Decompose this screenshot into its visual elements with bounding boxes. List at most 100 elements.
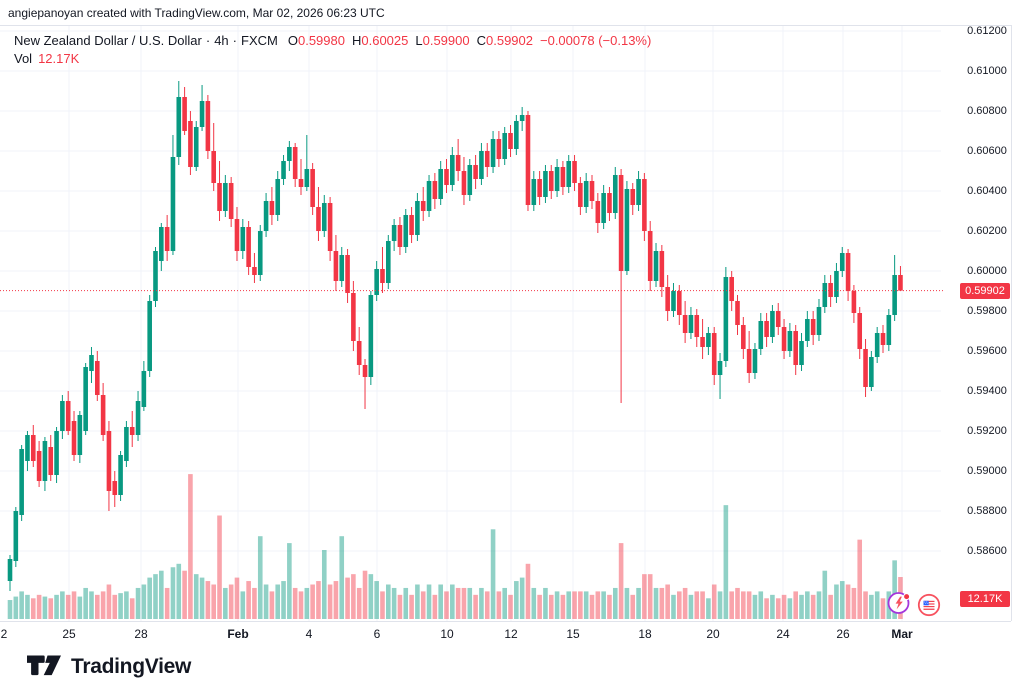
economic-event-lightning-icon[interactable] xyxy=(887,591,911,615)
volume-bar xyxy=(193,574,199,619)
volume-bar xyxy=(805,591,810,619)
volume-bar xyxy=(188,474,193,619)
candle-body xyxy=(269,201,275,215)
price-tick-label: 0.59000 xyxy=(967,465,1007,477)
open-label: O xyxy=(287,33,298,48)
exchange-label: FXCM xyxy=(241,33,278,48)
time-axis[interactable]: 2 25 28 Feb 4 6 10 12 15 18 20 24 26 Mar xyxy=(0,621,1011,648)
volume-bar xyxy=(36,594,42,619)
symbol-title: New Zealand Dollar / U.S. Dollar xyxy=(14,33,202,48)
candle-body xyxy=(397,225,403,247)
candle-body xyxy=(129,427,135,435)
candle-body xyxy=(420,201,426,211)
candle-body xyxy=(618,175,624,271)
volume-bar xyxy=(240,591,246,619)
tradingview-logo[interactable]: TradingView xyxy=(27,654,191,679)
candle-body xyxy=(566,161,572,187)
legend-symbol-row: New Zealand Dollar / U.S. Dollar · 4h · FXCM… xyxy=(14,33,651,49)
volume-bar xyxy=(368,574,374,619)
current-price-badge: 0.59902 xyxy=(960,282,1010,299)
volume-bar xyxy=(42,596,48,619)
volume-bar xyxy=(345,577,350,619)
volume-bar xyxy=(135,587,141,619)
volume-bar xyxy=(275,584,281,619)
volume-bar xyxy=(403,587,409,619)
volume-bar xyxy=(415,584,420,619)
candle-body xyxy=(7,559,13,581)
volume-bar xyxy=(519,577,525,619)
volume-bar xyxy=(339,536,345,619)
low-label: L xyxy=(415,33,423,48)
candle-body xyxy=(764,321,769,337)
volume-bar xyxy=(147,577,152,619)
brand-name: TradingView xyxy=(71,654,192,678)
candle-body xyxy=(578,183,583,207)
candle-body xyxy=(828,283,833,297)
candle-body xyxy=(548,171,554,191)
volume-bar xyxy=(659,587,665,619)
change-value: −0.00078 (−0.13%) xyxy=(540,33,652,48)
candle-body xyxy=(170,157,176,251)
volume-bar xyxy=(636,587,641,619)
candle-body xyxy=(124,427,129,461)
candle-body xyxy=(647,231,653,281)
candle-body xyxy=(199,101,205,127)
candle-body xyxy=(30,435,36,461)
price-tick-label: 0.61200 xyxy=(967,25,1007,37)
volume-bar xyxy=(892,560,897,619)
candlestick-plot[interactable] xyxy=(0,26,944,621)
close-label: C xyxy=(476,33,486,48)
candle-body xyxy=(746,349,752,373)
candle-body xyxy=(711,333,717,375)
candle-body xyxy=(100,395,106,435)
candle-body xyxy=(752,349,758,373)
candle-body xyxy=(228,183,234,219)
volume-bar xyxy=(531,587,537,619)
candle-body xyxy=(188,121,193,167)
candle-body xyxy=(281,161,286,179)
volume-bar xyxy=(252,587,257,619)
candle-body xyxy=(83,367,88,431)
volume-bar xyxy=(496,591,502,619)
volume-bar xyxy=(612,587,618,619)
time-tick-label: 28 xyxy=(134,627,148,641)
candle-body xyxy=(583,181,589,207)
volume-bar xyxy=(199,577,205,619)
volume-bar xyxy=(723,505,729,619)
candle-body xyxy=(36,451,42,481)
volume-bar xyxy=(333,581,339,619)
volume-bar xyxy=(601,591,606,619)
volume-bar xyxy=(793,591,798,619)
candle-body xyxy=(60,401,65,431)
candle-body xyxy=(298,179,304,187)
candle-body xyxy=(496,139,502,159)
volume-bar xyxy=(461,587,467,619)
volume-bar xyxy=(95,594,100,619)
candle-body xyxy=(176,97,182,157)
candle-body xyxy=(455,155,461,171)
time-tick-label: 6 xyxy=(373,627,381,641)
candle-body xyxy=(257,231,263,275)
price-tick-label: 0.59800 xyxy=(967,305,1007,317)
volume-bar xyxy=(298,591,304,619)
candle-body xyxy=(781,327,787,351)
candle-body xyxy=(321,203,327,231)
candle-body xyxy=(164,227,170,251)
chart-legend: New Zealand Dollar / U.S. Dollar · 4h · FXCM… xyxy=(14,33,651,67)
candle-body xyxy=(723,277,729,361)
volume-bar xyxy=(25,594,30,619)
price-tick-label: 0.58800 xyxy=(967,505,1007,517)
price-tick-label: 0.60000 xyxy=(967,265,1007,277)
time-tick-label: 18 xyxy=(638,627,652,641)
volume-bar xyxy=(566,591,572,619)
candle-body xyxy=(694,315,700,337)
volume-bar xyxy=(554,591,560,619)
candle-body xyxy=(147,301,152,371)
volume-bar xyxy=(228,584,234,619)
us-flag-event-icon[interactable] xyxy=(917,593,941,617)
volume-bar xyxy=(717,591,723,619)
candle-body xyxy=(77,415,83,455)
volume-bar xyxy=(467,587,473,619)
current-volume-badge: 12.17K xyxy=(960,591,1010,607)
candle-body xyxy=(531,179,537,205)
